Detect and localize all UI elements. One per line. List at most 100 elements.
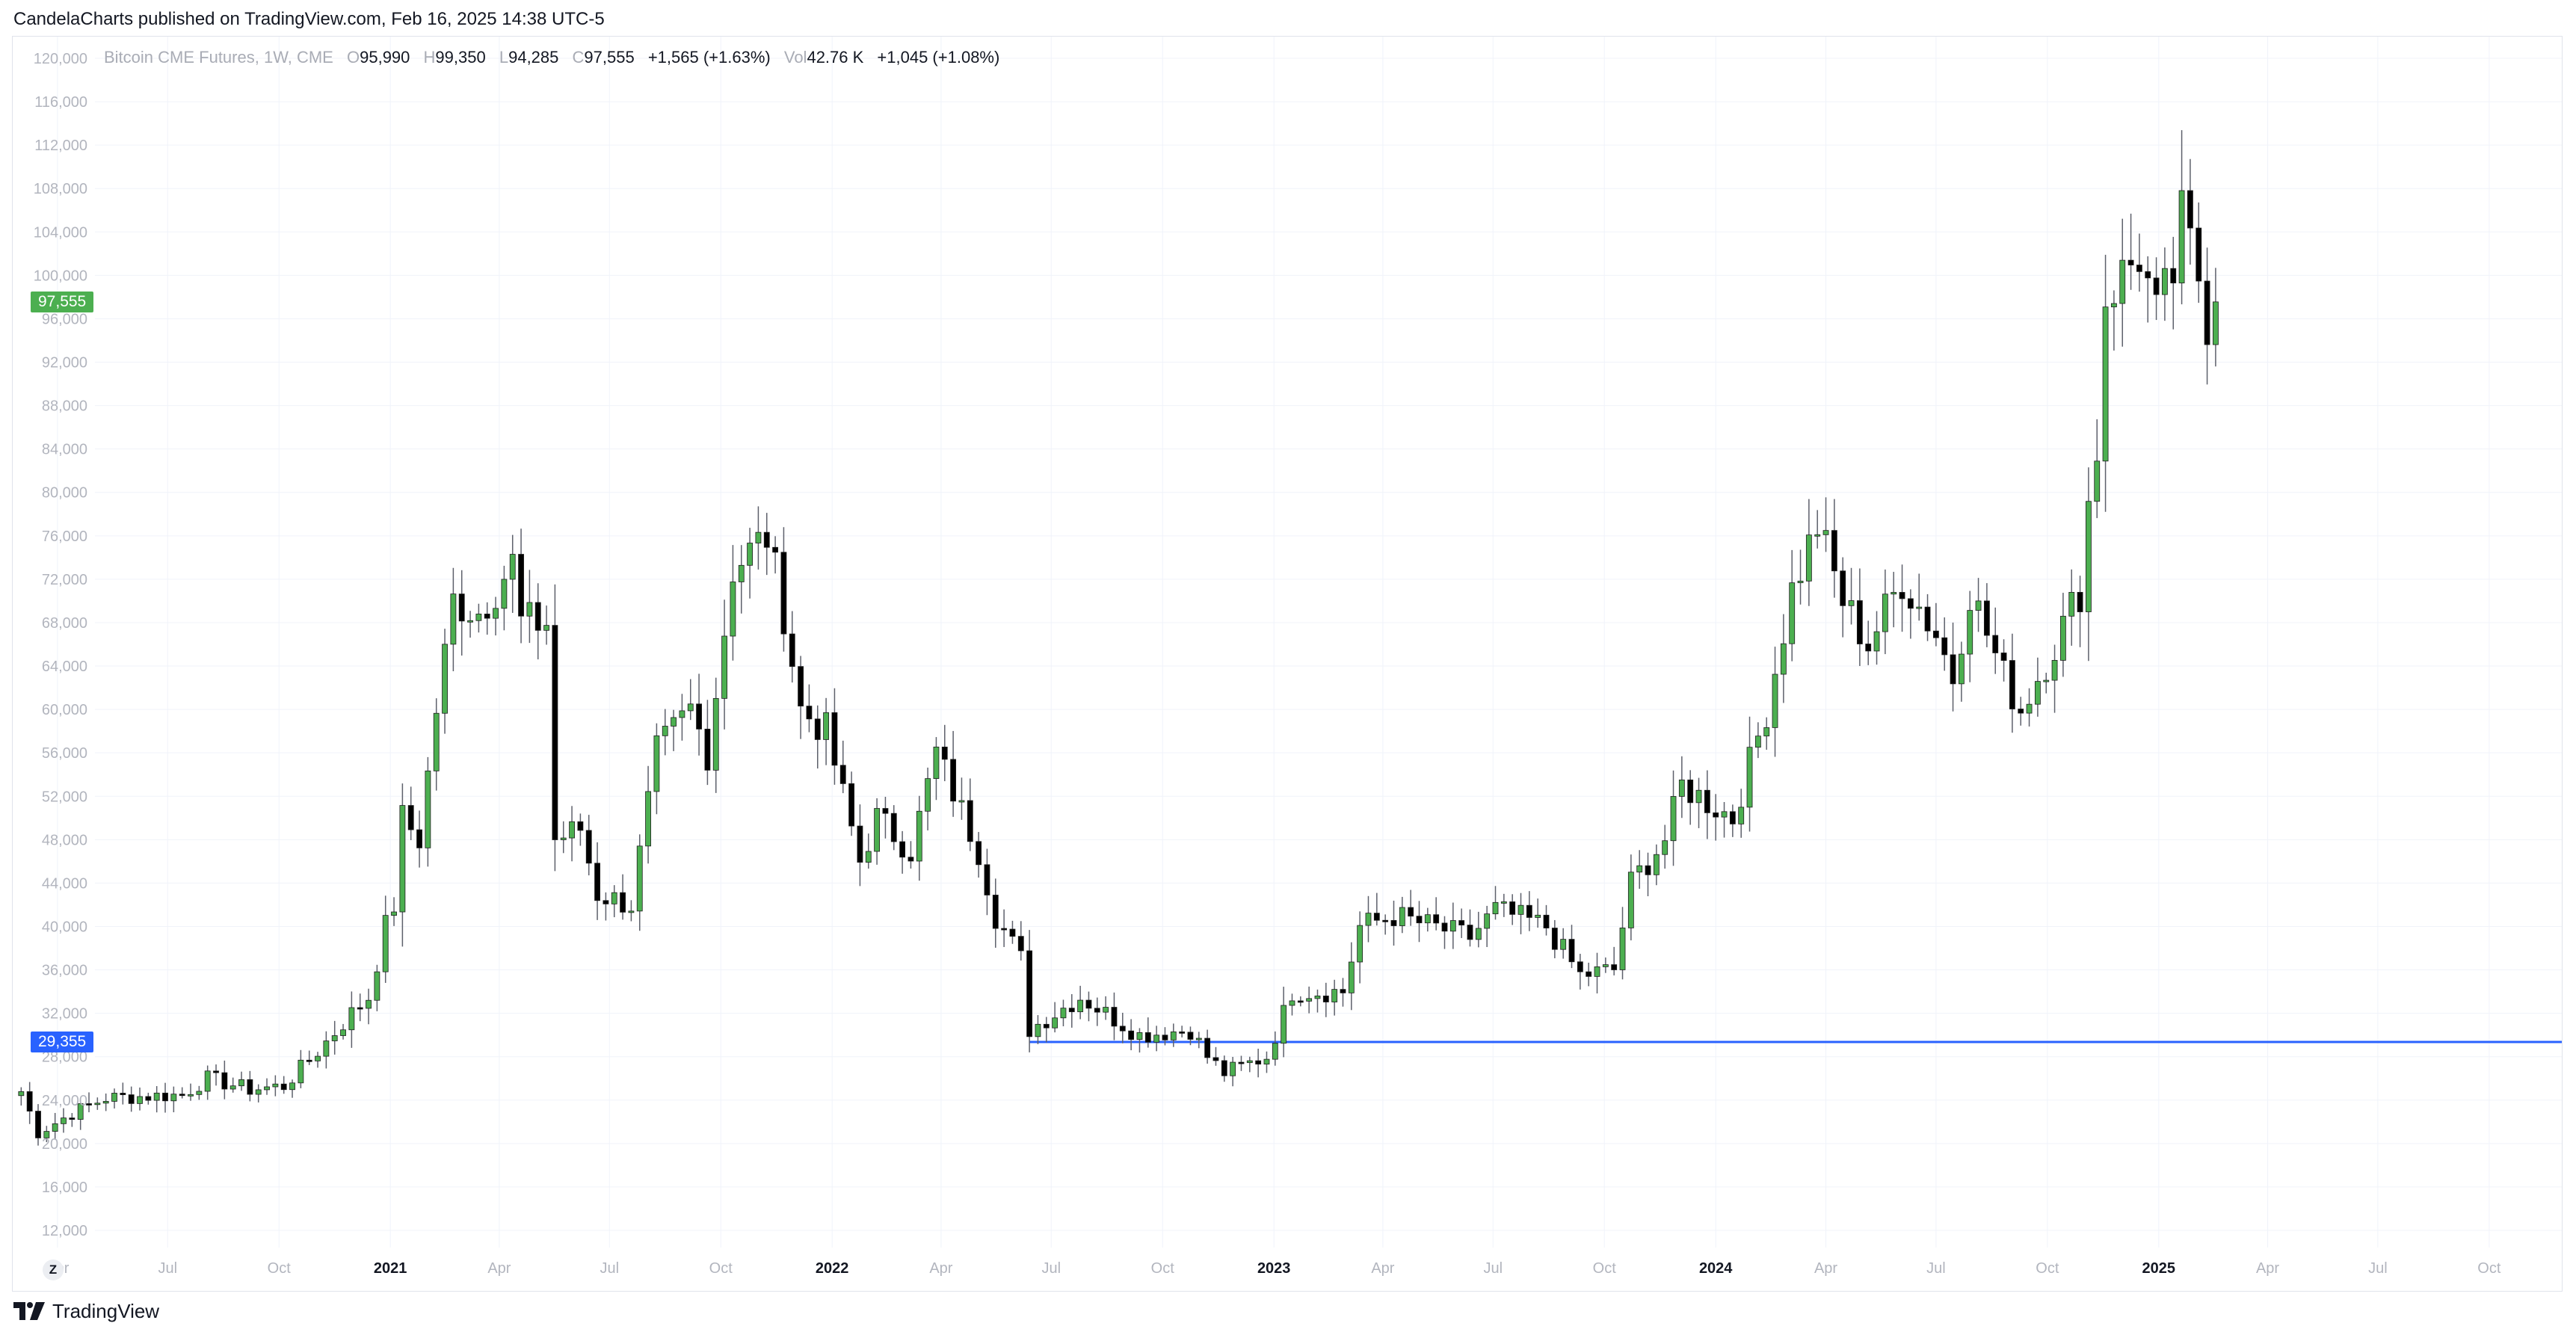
bear-candle-body: [814, 718, 821, 740]
zoom-button[interactable]: Z: [43, 1259, 64, 1280]
bull-candle-body: [1560, 939, 1567, 950]
bear-candle-body: [798, 666, 804, 707]
tradingview-logo[interactable]: TradingView: [13, 1298, 159, 1325]
candle: [1187, 1026, 1194, 1046]
bear-candle-body: [780, 552, 787, 635]
candle: [1433, 897, 1440, 931]
candle: [433, 698, 440, 791]
candle: [1170, 1023, 1177, 1047]
candle: [636, 834, 643, 931]
candle: [653, 723, 660, 815]
bear-candle-body: [1017, 936, 1024, 952]
bull-candle-body: [1500, 901, 1507, 904]
candle: [772, 536, 778, 574]
bear-candle-body: [1568, 939, 1575, 963]
candle: [1221, 1055, 1227, 1082]
y-axis-tick-label: 12,000: [42, 1223, 87, 1239]
candle: [543, 605, 549, 645]
bear-candle-body: [1899, 592, 1905, 599]
bear-candle-body: [976, 841, 982, 866]
candle: [1111, 992, 1118, 1040]
bear-candle-body: [534, 602, 541, 631]
bull-candle-body: [61, 1117, 67, 1124]
candle: [730, 545, 736, 661]
y-axis-tick-label: 28,000: [42, 1049, 87, 1066]
candle: [204, 1065, 211, 1100]
bull-candle-body: [43, 1131, 50, 1138]
x-axis-tick-label: Jul: [600, 1260, 619, 1277]
bull-candle-body: [289, 1082, 295, 1091]
bear-candle-body: [1856, 600, 1863, 644]
bear-candle-body: [1212, 1057, 1219, 1061]
bull-candle-body: [77, 1103, 84, 1120]
candle: [1035, 1015, 1041, 1044]
bear-candle-body: [1865, 644, 1872, 652]
bull-candle-body: [188, 1094, 194, 1097]
bull-candle-body: [340, 1029, 346, 1036]
bull-candle-body: [925, 778, 931, 812]
bull-candle-body: [730, 582, 736, 637]
y-axis-tick-label: 100,000: [34, 268, 87, 284]
candle: [1729, 804, 1736, 837]
x-axis-tick-label: Apr: [1814, 1260, 1837, 1277]
candle: [2094, 419, 2101, 519]
candle: [1822, 497, 1829, 552]
candle: [1594, 952, 1600, 994]
bull-candle-body: [264, 1086, 270, 1091]
candle: [264, 1078, 270, 1095]
horizontal-line-price-tag[interactable]: 29,355: [31, 1032, 94, 1053]
bear-candle-body: [950, 759, 957, 802]
candle: [789, 611, 795, 683]
bull-candle-body: [1399, 907, 1405, 926]
y-axis-tick-label: 72,000: [42, 572, 87, 588]
bear-candle-body: [772, 546, 778, 553]
bull-candle-body: [1746, 747, 1753, 808]
candle: [1873, 611, 1880, 665]
candle: [2161, 247, 2168, 321]
bear-candle-body: [1043, 1023, 1050, 1029]
candle: [1001, 909, 1008, 947]
bull-candle-body: [2068, 592, 2075, 617]
bull-candle-body: [1060, 1008, 1067, 1019]
candle: [1322, 982, 1329, 1017]
candle: [1281, 987, 1287, 1058]
candle: [1212, 1046, 1219, 1066]
candle: [2196, 202, 2202, 303]
candle: [1026, 930, 1033, 1052]
x-axis-tick-label: Oct: [268, 1260, 292, 1277]
bull-candle-body: [1424, 914, 1431, 924]
candle: [518, 528, 524, 644]
candlestick-chart[interactable]: 12,000 16,000 20,000 24,000 28,000 32,000 36,0…: [13, 37, 2562, 1291]
bull-candle-body: [1484, 913, 1491, 929]
chart-pane[interactable]: 12,000 16,000 20,000 24,000 28,000 32,000 36,0…: [12, 36, 2563, 1292]
bear-candle-body: [857, 825, 863, 863]
bear-candle-body: [1840, 570, 1846, 606]
candle: [1263, 1051, 1270, 1073]
bull-candle-body: [433, 712, 440, 771]
candle: [1891, 572, 1897, 628]
bear-candle-body: [35, 1111, 41, 1138]
candle: [69, 1113, 76, 1127]
candle: [585, 815, 592, 876]
bull-candle-body: [1230, 1061, 1236, 1076]
bear-candle-body: [221, 1072, 228, 1090]
y-axis-labels: 12,000 16,000 20,000 24,000 28,000 32,000 36,0…: [34, 51, 87, 1239]
candle: [86, 1092, 92, 1113]
candle: [1856, 568, 1863, 667]
candle: [2153, 257, 2160, 321]
legend-high-label: H: [423, 48, 436, 67]
candle: [1289, 993, 1295, 1016]
candle: [890, 805, 897, 851]
legend-volume-value: 42.76 K: [807, 48, 864, 67]
candle: [102, 1093, 109, 1111]
bear-candle-body: [69, 1117, 76, 1120]
bull-candle-body: [1535, 914, 1541, 918]
bull-candle-body: [1721, 811, 1728, 818]
candle: [798, 656, 804, 739]
legend-close-value: 97,555: [584, 48, 635, 67]
candle: [1255, 1049, 1262, 1078]
candle: [2145, 256, 2151, 323]
x-axis-tick-label: 2022: [816, 1260, 849, 1277]
legend-symbol[interactable]: Bitcoin CME Futures, 1W, CME: [104, 48, 333, 67]
bull-candle-body: [94, 1103, 101, 1106]
